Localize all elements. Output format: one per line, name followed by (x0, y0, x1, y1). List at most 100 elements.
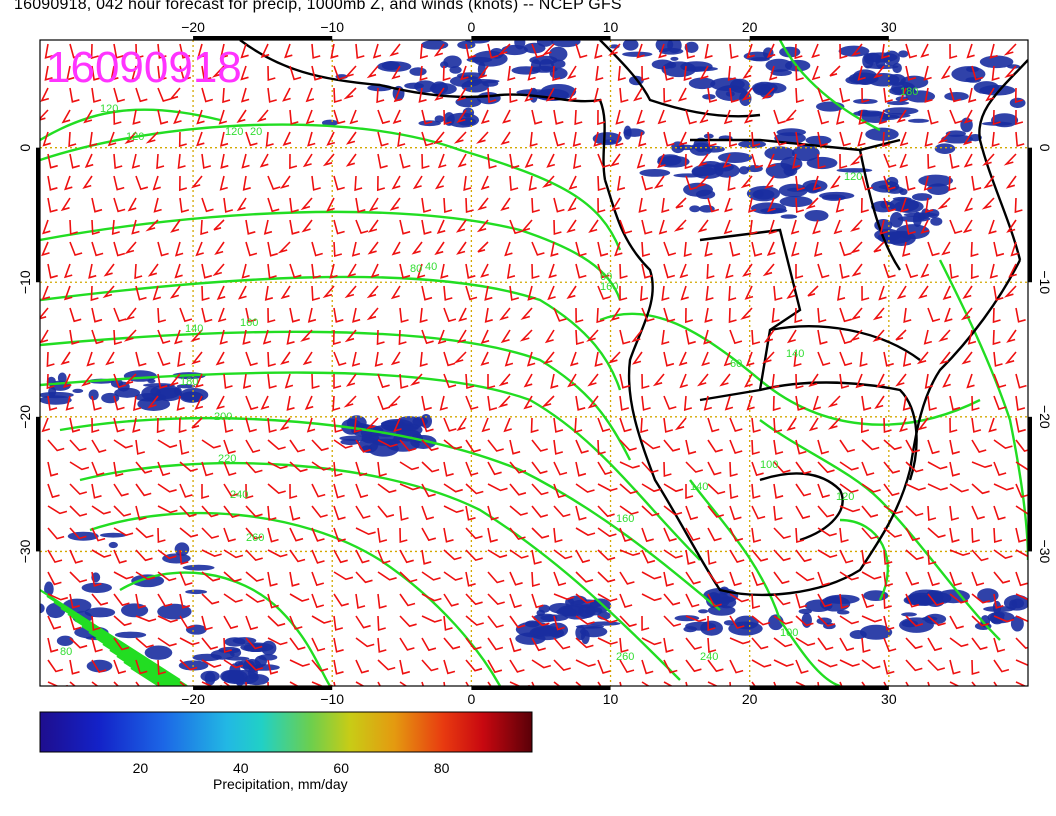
wind-barb (751, 615, 771, 626)
contour-line (599, 312, 981, 426)
wind-barb (260, 43, 270, 58)
wind-barb (399, 219, 411, 235)
coastline (858, 149, 901, 271)
wind-barb (487, 374, 496, 390)
wind-barb (773, 109, 786, 125)
wind-barb (509, 681, 530, 686)
wind-barb (663, 439, 681, 452)
wind-barb (703, 329, 712, 345)
wind-barb (949, 417, 958, 434)
wind-barb (707, 87, 718, 103)
wind-barb (619, 417, 632, 433)
wind-barb (641, 681, 650, 686)
wind-barb (817, 153, 826, 170)
wind-barb (399, 615, 417, 628)
wind-barb (68, 131, 77, 148)
wind-barb (456, 109, 467, 124)
wind-barb (942, 373, 951, 388)
wind-barb (434, 241, 445, 256)
wind-barb (993, 571, 1011, 584)
wind-barb (91, 417, 100, 434)
wind-barb (311, 483, 326, 498)
wind-barb (443, 197, 453, 214)
wind-barb (961, 351, 973, 365)
wind-barb (683, 65, 692, 81)
wind-barb (223, 439, 236, 455)
contour-label: 80 (410, 263, 422, 275)
wind-barb (876, 373, 885, 388)
wind-barb (663, 351, 675, 367)
wind-barb (280, 351, 291, 365)
wind-barb (707, 549, 717, 565)
precip-cell (764, 146, 795, 161)
wind-barb (326, 197, 335, 212)
wind-barb (640, 417, 649, 434)
wind-barb (47, 593, 69, 601)
wind-barb (817, 637, 834, 651)
wind-barb (289, 307, 301, 323)
wind-barb (113, 197, 126, 213)
wind-barb (421, 131, 434, 147)
wind-barb (663, 593, 681, 606)
wind-barb (949, 43, 958, 60)
wind-barb (419, 43, 429, 59)
wind-barb (456, 87, 467, 102)
precip-cell (162, 553, 191, 564)
lat-tick-label-left: 0 (17, 144, 33, 152)
lon-tick-label-bottom: 30 (881, 691, 897, 707)
contour-line (689, 479, 841, 686)
contour-label: 120 (844, 171, 862, 183)
wind-barb (927, 659, 946, 671)
wind-barb (465, 461, 479, 476)
wind-barb (575, 307, 584, 324)
wind-barb (553, 549, 573, 560)
wind-barb (267, 351, 276, 368)
wind-barb (707, 483, 726, 495)
wind-barb (355, 43, 365, 59)
wind-barb (949, 87, 962, 103)
wind-barb (527, 285, 536, 301)
wind-barb (966, 43, 975, 59)
wind-barb (619, 483, 638, 495)
wind-barb (131, 65, 140, 81)
wind-barb (267, 263, 277, 279)
wind-barb (641, 263, 653, 279)
wind-barb (575, 637, 594, 649)
wind-barb (795, 527, 805, 544)
wind-barb (91, 219, 100, 236)
wind-barb (113, 87, 126, 103)
precip-cell (185, 589, 208, 595)
wind-barb (457, 329, 467, 344)
wind-barb (545, 87, 555, 102)
wind-barb (1003, 153, 1017, 166)
wind-barb (553, 505, 571, 518)
wind-barb (749, 219, 758, 236)
wind-barb (657, 109, 667, 125)
precip-cell (137, 397, 171, 411)
wind-barb (678, 351, 688, 366)
wind-barb (333, 439, 353, 449)
wind-barb (168, 373, 181, 387)
wind-barb (40, 109, 49, 121)
wind-barb (302, 153, 313, 168)
wind-barb (300, 197, 313, 211)
wind-barb (332, 395, 341, 412)
wind-barb (443, 285, 453, 301)
contour-label: 140 (690, 481, 708, 493)
contour-line (40, 210, 622, 301)
wind-barb (391, 65, 401, 80)
precip-cell (81, 582, 112, 594)
wind-barb (509, 461, 527, 474)
wind-barb (595, 65, 604, 82)
wind-barb (329, 263, 338, 279)
wind-barb (849, 241, 863, 254)
wind-barb (683, 241, 692, 257)
lon-tick-label-bottom: −20 (181, 691, 205, 707)
wind-barb (223, 505, 240, 519)
wind-barb (531, 549, 542, 565)
precip-cell (798, 608, 812, 615)
wind-barb (443, 439, 463, 450)
wind-barb (353, 417, 362, 433)
wind-barb (135, 615, 157, 622)
